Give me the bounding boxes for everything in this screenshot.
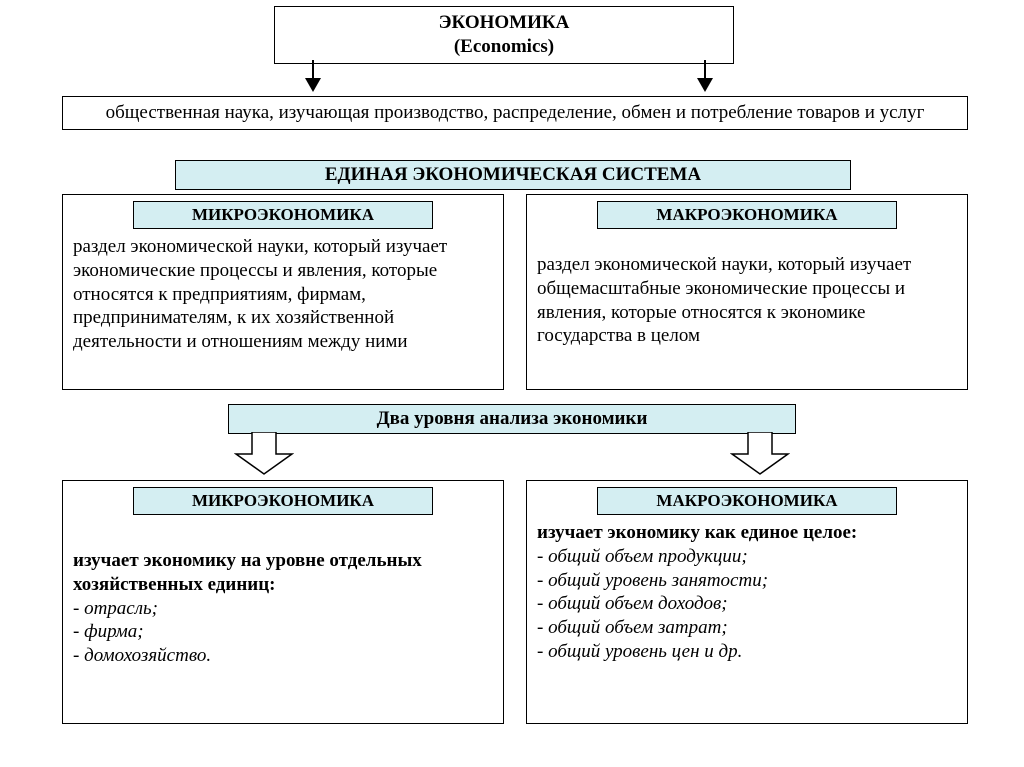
macro-bottom-intro: изучает экономику как единое целое:: [537, 521, 957, 545]
macro-bottom-content: изучает экономику как единое целое: - об…: [537, 521, 957, 664]
definition-text: общественная наука, изучающая производст…: [106, 102, 925, 123]
arrow-down-icon: [694, 60, 716, 94]
list-item: - общий объем затрат;: [537, 616, 957, 640]
list-item: - общий объем доходов;: [537, 592, 957, 616]
macro-top-text: раздел экономической науки, который изуч…: [537, 235, 957, 348]
list-item: - общий уровень занятости;: [537, 569, 957, 593]
micro-bottom-label: МИКРОЭКОНОМИКА: [133, 487, 433, 515]
list-item: - общий объем продукции;: [537, 545, 957, 569]
micro-bottom-intro: изучает экономику на уровне отдельных хо…: [73, 549, 493, 597]
macro-top-box: МАКРОЭКОНОМИКА раздел экономической наук…: [526, 194, 968, 390]
micro-bottom-box: МИКРОЭКОНОМИКА изучает экономику на уров…: [62, 480, 504, 724]
macro-top-label: МАКРОЭКОНОМИКА: [597, 201, 897, 229]
macro-bottom-box: МАКРОЭКОНОМИКА изучает экономику как еди…: [526, 480, 968, 724]
micro-top-box: МИКРОЭКОНОМИКА раздел экономической наук…: [62, 194, 504, 390]
list-item: - фирма;: [73, 620, 493, 644]
micro-bottom-content: изучает экономику на уровне отдельных хо…: [73, 521, 493, 668]
block-arrow-down-icon: [730, 432, 790, 476]
arrow-down-icon: [302, 60, 324, 94]
system-banner: ЕДИНАЯ ЭКОНОМИЧЕСКАЯ СИСТЕМА: [175, 160, 851, 190]
micro-top-text: раздел экономической науки, который изуч…: [73, 235, 493, 354]
list-item: - общий уровень цен и др.: [537, 640, 957, 664]
top-columns: МИКРОЭКОНОМИКА раздел экономической наук…: [62, 194, 968, 390]
list-item: - домохозяйство.: [73, 644, 493, 668]
list-item: - отрасль;: [73, 597, 493, 621]
levels-banner: Два уровня анализа экономики: [228, 404, 796, 434]
levels-banner-text: Два уровня анализа экономики: [377, 408, 648, 429]
block-arrow-down-icon: [234, 432, 294, 476]
bottom-columns: МИКРОЭКОНОМИКА изучает экономику на уров…: [62, 480, 968, 724]
title-line2: (Economics): [454, 36, 554, 57]
definition-box: общественная наука, изучающая производст…: [62, 96, 968, 130]
title-box: ЭКОНОМИКА (Economics): [274, 6, 734, 64]
macro-bottom-label: МАКРОЭКОНОМИКА: [597, 487, 897, 515]
system-banner-text: ЕДИНАЯ ЭКОНОМИЧЕСКАЯ СИСТЕМА: [325, 164, 701, 185]
title-line1: ЭКОНОМИКА: [439, 12, 570, 33]
micro-top-label: МИКРОЭКОНОМИКА: [133, 201, 433, 229]
